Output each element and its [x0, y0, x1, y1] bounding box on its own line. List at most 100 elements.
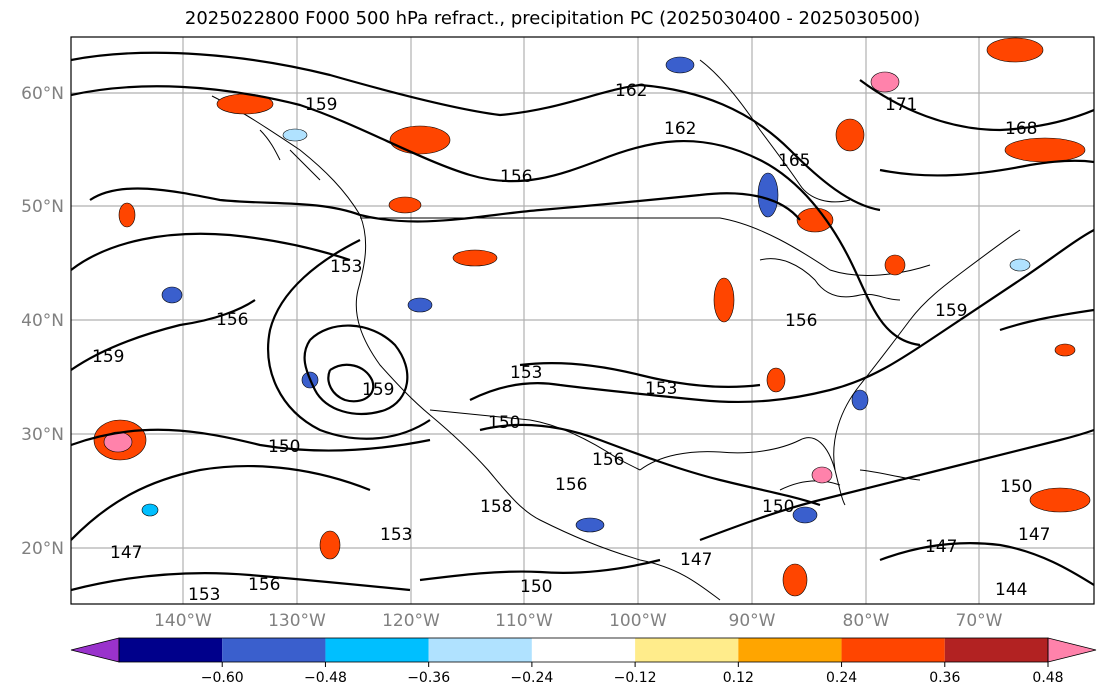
contour-label: 147: [925, 537, 957, 557]
great-lakes: [759, 258, 901, 301]
bc-coast-islands: [259, 129, 321, 181]
precip-shading: [93, 37, 1091, 597]
contour-line: [71, 232, 351, 271]
hudson-bay: [699, 59, 851, 203]
colorbar-bin: [325, 638, 429, 662]
contour-line: [519, 361, 761, 389]
shade-light-negative: [1009, 258, 1031, 272]
shade-negative: [792, 506, 818, 524]
shade-positive: [811, 466, 833, 484]
shade-negative: [757, 172, 779, 218]
shade-positive: [389, 125, 451, 155]
contour-label: 159: [305, 95, 337, 115]
contour-line: [419, 558, 661, 582]
contour-line: [699, 428, 1094, 542]
shade-negative: [851, 389, 869, 411]
lon-label-110w: 110°W: [495, 611, 553, 631]
contour-line: [999, 308, 1094, 332]
colorbar-outline: [118, 637, 1049, 663]
shade-positive: [782, 563, 808, 597]
contour-line: [303, 324, 409, 415]
contour-label: 153: [380, 525, 412, 545]
shade-negative: [665, 56, 695, 74]
shade-positive: [388, 196, 422, 214]
contour-label: 153: [330, 257, 362, 277]
lon-label-80w: 80°W: [843, 611, 890, 631]
atlantic-coast: [833, 229, 1021, 471]
contour-label: 156: [500, 167, 532, 187]
contour-label: 156: [785, 311, 817, 331]
colorbar-tick-label: 0.24: [826, 670, 857, 686]
contour-line: [71, 51, 881, 212]
shade-positive: [713, 277, 735, 323]
contour-line: [89, 187, 801, 223]
contour-label: 156: [248, 575, 280, 595]
yucatan-cuba: [779, 469, 921, 491]
shade-negative: [575, 517, 605, 533]
contour-label: 165: [778, 151, 810, 171]
longitude-labels: 140°W 130°W 120°W 110°W 100°W 90°W 80°W …: [154, 611, 1003, 631]
contour-label: 162: [615, 81, 647, 101]
contour-label: 150: [762, 497, 794, 517]
contour-label: 150: [520, 577, 552, 597]
contour-label: 159: [362, 380, 394, 400]
lon-label-120w: 120°W: [382, 611, 440, 631]
lat-label-50n: 50°N: [21, 197, 64, 217]
map-panel: 162 159 162 168 171 156 165 153 156 159 …: [70, 36, 1095, 605]
colorbar-extend-low: [70, 637, 120, 663]
contour-label: 150: [1000, 477, 1032, 497]
shade-positive: [835, 118, 865, 152]
contour-label: 147: [680, 550, 712, 570]
colorbar-tick-label: −0.60: [201, 670, 244, 686]
contour-line: [71, 464, 371, 541]
gulf-coast: [639, 437, 846, 506]
contour-line: [71, 299, 256, 371]
contour-label: 156: [592, 450, 624, 470]
lat-label-60n: 60°N: [21, 84, 64, 104]
contour-value-labels: 162 159 162 168 171 156 165 153 156 159 …: [92, 81, 1050, 605]
colorbar-bins: [70, 637, 1097, 663]
lon-label-130w: 130°W: [268, 611, 326, 631]
contour-label: 158: [480, 497, 512, 517]
contour-line: [859, 79, 1094, 132]
contour-label: 147: [110, 543, 142, 563]
shade-strong-positive: [870, 71, 900, 93]
shade-positive: [452, 249, 498, 267]
shade-light-negative: [141, 503, 159, 517]
colorbar-bin: [841, 638, 945, 662]
colorbar-bin: [738, 638, 842, 662]
colorbar-bin: [635, 638, 739, 662]
latitude-labels: 60°N 50°N 40°N 30°N 20°N: [21, 84, 64, 559]
contour-line: [71, 572, 411, 592]
contour-line: [71, 85, 921, 347]
shade-positive: [986, 37, 1044, 63]
contour-label: 147: [1018, 525, 1050, 545]
contour-label: 168: [1005, 119, 1037, 139]
shade-positive: [319, 530, 341, 560]
lat-label-30n: 30°N: [21, 425, 64, 445]
colorbar-bin: [944, 638, 1048, 662]
contour-label: 153: [645, 379, 677, 399]
shade-positive: [796, 207, 834, 233]
colorbar-tick-label: −0.36: [407, 670, 450, 686]
colorbar-tick-label: 0.48: [1032, 670, 1063, 686]
contour-line: [879, 159, 1094, 177]
contour-label: 162: [664, 119, 696, 139]
contour-label: 153: [188, 585, 220, 605]
contour-label: 153: [510, 363, 542, 383]
shade-negative: [161, 286, 183, 304]
contour-label: 159: [92, 347, 124, 367]
colorbar-bin: [222, 638, 326, 662]
shade-positive: [766, 367, 786, 393]
colorbar-tick-label: −0.24: [510, 670, 553, 686]
pacific-coast: [211, 95, 721, 601]
contour-line: [327, 363, 375, 403]
colorbar-bin: [428, 638, 532, 662]
shade-positive: [1029, 487, 1091, 513]
colorbar-extend-high: [1047, 637, 1097, 663]
shade-positive: [1004, 137, 1086, 163]
colorbar-ticks: −0.60 −0.48 −0.36 −0.24 −0.12 0.12 0.24 0.36 0.4…: [201, 662, 1064, 686]
lon-label-90w: 90°W: [729, 611, 776, 631]
shade-negative: [407, 297, 433, 313]
contour-label: 159: [935, 301, 967, 321]
